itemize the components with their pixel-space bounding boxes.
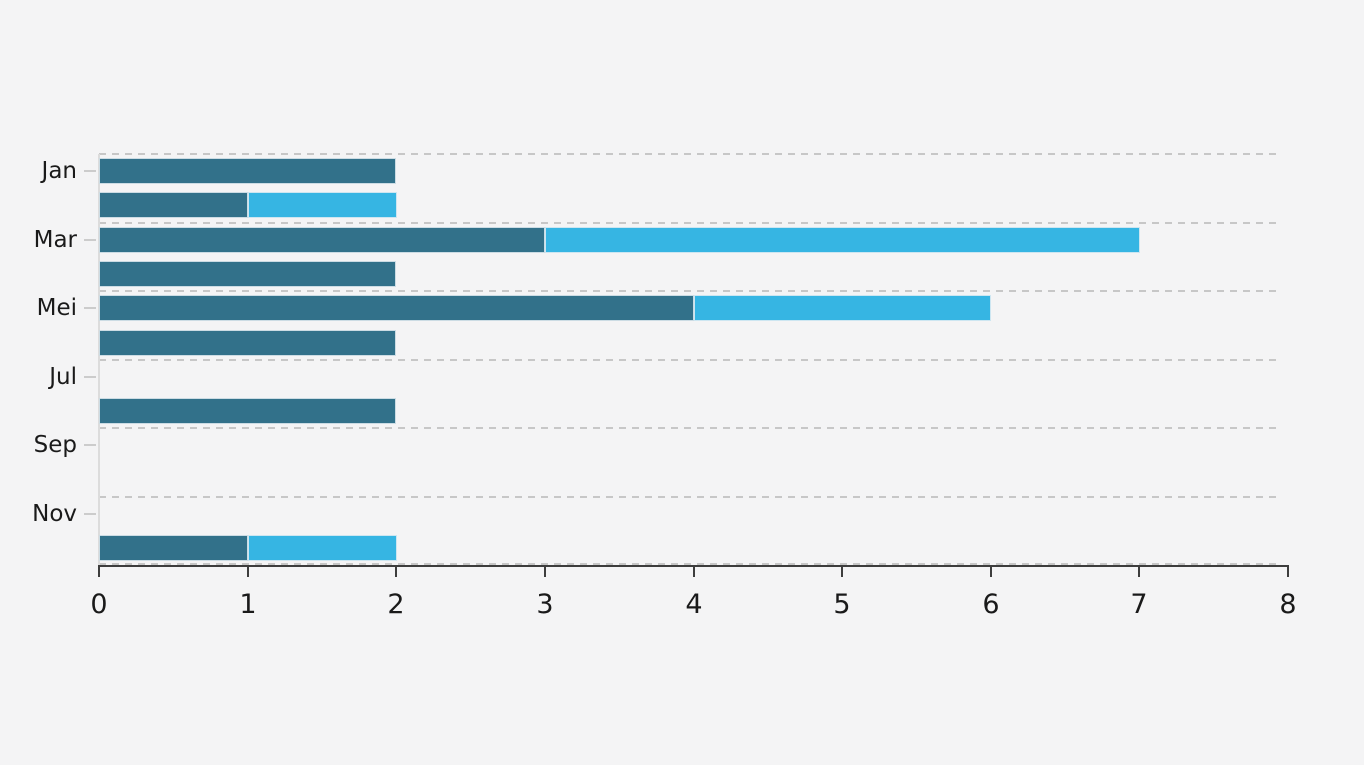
x-tick-mark: [98, 567, 100, 577]
y-tick-label: Nov: [32, 501, 77, 527]
x-tick-mark: [1287, 567, 1289, 577]
x-tick-mark: [544, 567, 546, 577]
dashed-gridline: [99, 563, 1281, 565]
x-tick-label: 2: [387, 589, 405, 620]
x-tick-label: 6: [982, 589, 1000, 620]
bar-segment-series-light-blue: [248, 535, 397, 561]
x-tick-label: 8: [1279, 589, 1297, 620]
y-tick-label: Jan: [41, 158, 77, 184]
y-tick-mark: [84, 239, 96, 241]
bar-segment-series-dark-teal: [99, 158, 396, 184]
bar-segment-series-light-blue: [694, 295, 991, 321]
x-axis-line: [98, 565, 1289, 567]
x-tick-mark: [693, 567, 695, 577]
dashed-gridline: [99, 222, 1281, 224]
bar-segment-series-light-blue: [545, 227, 1140, 253]
y-tick-mark: [84, 307, 96, 309]
y-tick-mark: [84, 170, 96, 172]
x-tick-label: 1: [239, 589, 257, 620]
bar-segment-series-dark-teal: [99, 227, 545, 253]
y-axis-line: [98, 154, 100, 568]
y-tick-mark: [84, 513, 96, 515]
dashed-gridline: [99, 359, 1281, 361]
y-tick-label: Sep: [33, 432, 77, 458]
x-tick-label: 3: [536, 589, 554, 620]
bar-segment-series-dark-teal: [99, 398, 396, 424]
y-tick-label: Mar: [33, 227, 77, 253]
x-tick-mark: [395, 567, 397, 577]
y-tick-mark: [84, 444, 96, 446]
y-tick-label: Jul: [49, 364, 77, 390]
bar-segment-series-dark-teal: [99, 535, 248, 561]
bar-segment-series-dark-teal: [99, 261, 396, 287]
x-tick-label: 4: [685, 589, 703, 620]
y-tick-mark: [84, 376, 96, 378]
dashed-gridline: [99, 496, 1281, 498]
bar-segment-series-dark-teal: [99, 295, 694, 321]
x-tick-label: 5: [833, 589, 851, 620]
x-tick-mark: [841, 567, 843, 577]
bar-segment-series-dark-teal: [99, 192, 248, 218]
bar-segment-series-dark-teal: [99, 330, 396, 356]
dashed-gridline: [99, 153, 1281, 155]
x-tick-label: 7: [1130, 589, 1148, 620]
x-tick-mark: [1138, 567, 1140, 577]
dashed-gridline: [99, 427, 1281, 429]
x-tick-mark: [990, 567, 992, 577]
x-tick-mark: [247, 567, 249, 577]
bar-segment-series-light-blue: [248, 192, 397, 218]
x-tick-label: 0: [90, 589, 108, 620]
y-tick-label: Mei: [36, 295, 77, 321]
dashed-gridline: [99, 290, 1281, 292]
